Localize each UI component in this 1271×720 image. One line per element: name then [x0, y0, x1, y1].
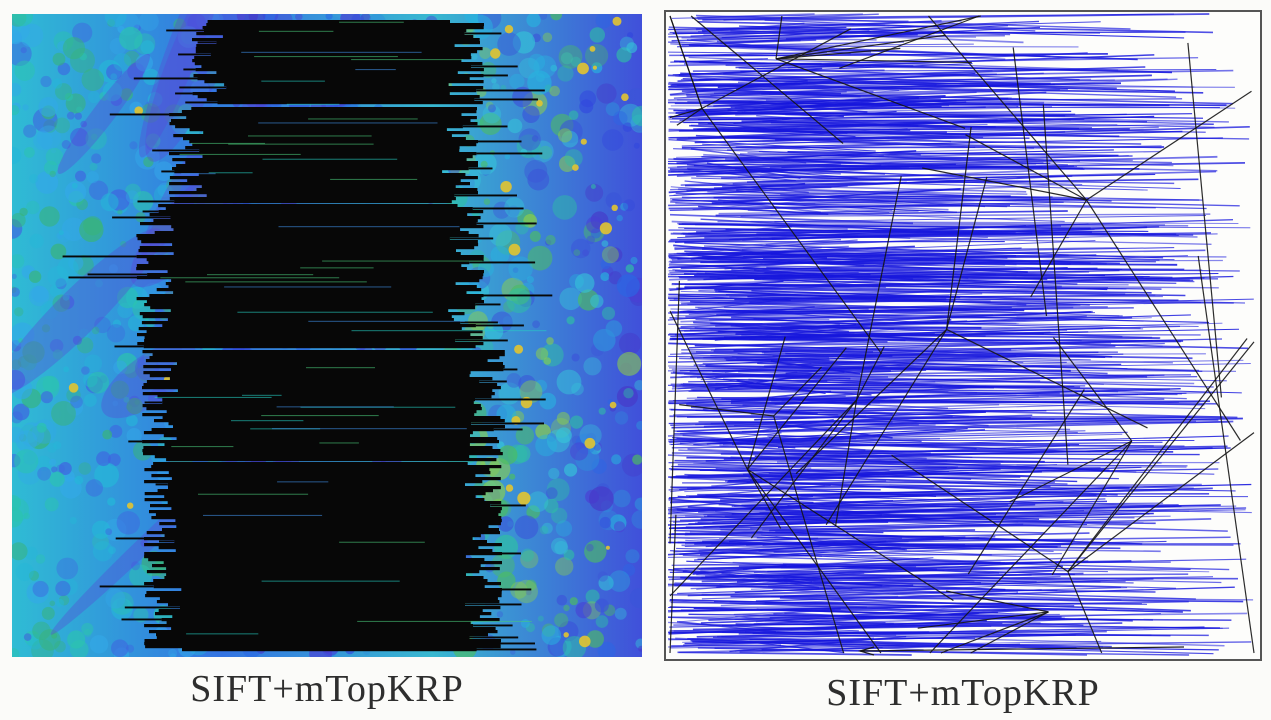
- caption-right: SIFT+mTopKRP: [826, 672, 1100, 714]
- subfigure-matches-overlay: SIFT+mTopKRP: [12, 14, 642, 708]
- caption-left: SIFT+mTopKRP: [190, 668, 464, 710]
- matched-image-canvas: [12, 14, 642, 657]
- subfigure-match-vectors: SIFT+mTopKRP: [664, 10, 1262, 712]
- match-vector-plot: [664, 10, 1262, 661]
